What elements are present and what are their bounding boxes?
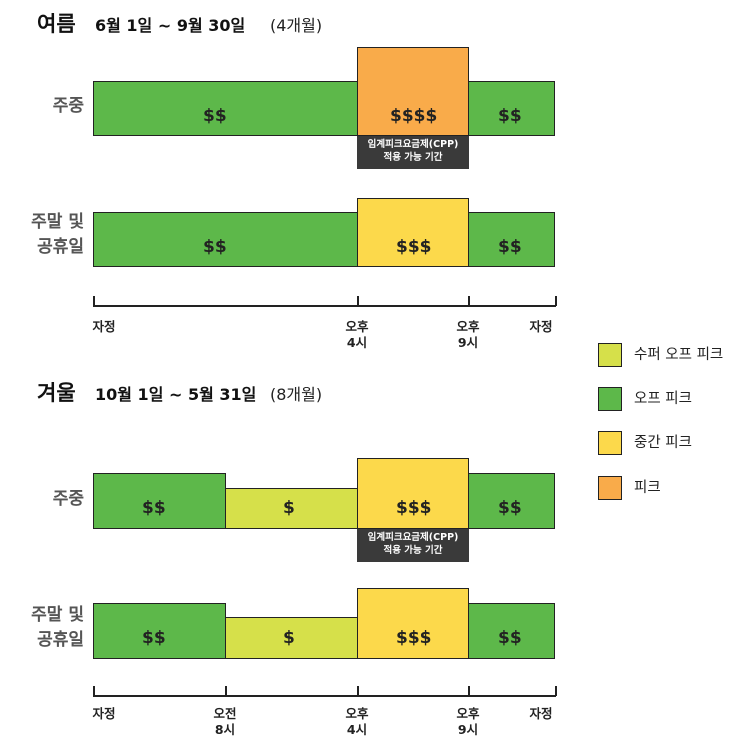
winter-axis-label-midnight-end: 자정 bbox=[511, 706, 571, 722]
winter-axis-label-8am: 오전 8시 bbox=[195, 706, 255, 738]
summer-time-axis bbox=[93, 305, 556, 307]
winter-axis-label-9pm-line-2: 9시 bbox=[457, 722, 479, 737]
summer-weekend-midpeak bbox=[357, 198, 469, 267]
summer-weekday-offpeak-morning bbox=[93, 81, 358, 136]
summer-duration: (4개월) bbox=[270, 16, 323, 35]
winter-weekend-midpeak bbox=[357, 588, 469, 659]
summer-axis-label-4pm-line-2: 4시 bbox=[346, 335, 368, 350]
legend-label-mid-peak: 중간 피크 bbox=[634, 435, 692, 451]
legend-label-off-peak: 오프 피크 bbox=[634, 391, 692, 407]
winter-weekday-superoffpeak bbox=[225, 488, 358, 529]
summer-weekend-offpeak-evening bbox=[468, 212, 555, 267]
summer-cpp-line-1: 임계피크요금제(CPP) bbox=[367, 139, 459, 150]
summer-axis-label-9pm-line-1: 오후 bbox=[456, 319, 480, 334]
summer-weekend-offpeak-morning bbox=[93, 212, 358, 267]
winter-weekday-price-4: $$ bbox=[498, 498, 522, 518]
summer-axis-label-midnight-end-line: 자정 bbox=[529, 319, 553, 334]
winter-cpp-line-2: 적용 가능 기간 bbox=[383, 545, 443, 556]
summer-weekday-price-1: $$ bbox=[203, 106, 227, 126]
winter-weekend-price-1: $$ bbox=[142, 628, 166, 648]
winter-axis-label-midnight-start: 자정 bbox=[74, 706, 134, 722]
winter-weekday-label: 주중 bbox=[52, 489, 84, 509]
summer-weekday-price-2: $$$$ bbox=[390, 106, 438, 126]
summer-tick-9pm bbox=[468, 296, 470, 306]
winter-tick-midnight-end bbox=[555, 686, 557, 696]
winter-axis-label-midnight-start-line: 자정 bbox=[92, 706, 116, 721]
winter-duration: (8개월) bbox=[270, 385, 323, 404]
summer-cpp-line-2: 적용 가능 기간 bbox=[383, 152, 443, 163]
summer-tick-midnight-end bbox=[555, 296, 557, 306]
winter-axis-label-4pm-line-2: 4시 bbox=[346, 722, 368, 737]
winter-axis-label-9pm-line-1: 오후 bbox=[456, 706, 480, 721]
legend-swatch-mid-peak bbox=[598, 431, 622, 455]
summer-weekend-price-1: $$ bbox=[203, 237, 227, 257]
summer-axis-label-9pm-line-2: 9시 bbox=[457, 335, 479, 350]
winter-weekend-label-line-2: 공휴일 bbox=[37, 630, 84, 650]
summer-tick-midnight-start bbox=[93, 296, 95, 306]
summer-weekend-price-2: $$$ bbox=[396, 237, 432, 257]
winter-cpp-label: 임계피크요금제(CPP) 적용 가능 기간 bbox=[357, 529, 469, 562]
legend-swatch-super-off-peak bbox=[598, 343, 622, 367]
summer-weekday-price-3: $$ bbox=[498, 106, 522, 126]
winter-tick-9pm bbox=[468, 686, 470, 696]
winter-axis-label-9pm: 오후 9시 bbox=[438, 706, 498, 738]
winter-weekday-midpeak bbox=[357, 458, 469, 529]
winter-weekday-offpeak-evening bbox=[468, 473, 555, 529]
legend-label-peak: 피크 bbox=[634, 480, 661, 496]
summer-axis-label-midnight-start-line: 자정 bbox=[92, 319, 116, 334]
winter-axis-label-8am-line-1: 오전 bbox=[213, 706, 237, 721]
winter-title: 겨울 bbox=[37, 381, 76, 405]
legend-label-super-off-peak: 수퍼 오프 피크 bbox=[634, 347, 724, 363]
summer-axis-label-midnight-end: 자정 bbox=[511, 319, 571, 335]
summer-date-range: 6월 1일 ~ 9월 30일 bbox=[95, 16, 246, 35]
summer-weekday-peak bbox=[357, 47, 469, 136]
winter-weekday-price-2: $ bbox=[283, 498, 295, 518]
winter-weekday-offpeak-early bbox=[93, 473, 226, 529]
winter-tick-4pm bbox=[357, 686, 359, 696]
legend-swatch-peak bbox=[598, 476, 622, 500]
summer-axis-label-9pm: 오후 9시 bbox=[438, 319, 498, 351]
winter-axis-label-8am-line-2: 8시 bbox=[214, 722, 236, 737]
summer-tick-4pm bbox=[357, 296, 359, 306]
winter-weekend-price-2: $ bbox=[283, 628, 295, 648]
summer-title: 여름 bbox=[37, 12, 76, 36]
summer-axis-label-4pm: 오후 4시 bbox=[327, 319, 387, 351]
winter-cpp-line-1: 임계피크요금제(CPP) bbox=[367, 532, 459, 543]
summer-weekend-price-3: $$ bbox=[498, 237, 522, 257]
winter-weekend-label-line-1: 주말 및 bbox=[31, 605, 84, 625]
summer-weekend-label-line-1: 주말 및 bbox=[31, 212, 84, 232]
summer-cpp-label: 임계피크요금제(CPP) 적용 가능 기간 bbox=[357, 136, 469, 169]
summer-weekend-label-line-2: 공휴일 bbox=[37, 237, 84, 257]
legend-swatch-off-peak bbox=[598, 387, 622, 411]
winter-axis-label-4pm-line-1: 오후 bbox=[345, 706, 369, 721]
winter-date-range: 10월 1일 ~ 5월 31일 bbox=[95, 385, 257, 404]
summer-weekday-label: 주중 bbox=[52, 96, 84, 116]
winter-axis-label-4pm: 오후 4시 bbox=[327, 706, 387, 738]
winter-weekend-price-3: $$$ bbox=[396, 628, 432, 648]
winter-weekend-label: 주말 및 공휴일 bbox=[0, 603, 84, 653]
winter-weekend-price-4: $$ bbox=[498, 628, 522, 648]
summer-axis-label-midnight-start: 자정 bbox=[74, 319, 134, 335]
winter-axis-label-midnight-end-line: 자정 bbox=[529, 706, 553, 721]
summer-weekday-offpeak-evening bbox=[468, 81, 555, 136]
summer-weekend-label: 주말 및 공휴일 bbox=[0, 210, 84, 260]
winter-weekday-price-3: $$$ bbox=[396, 498, 432, 518]
winter-tick-midnight-start bbox=[93, 686, 95, 696]
summer-axis-label-4pm-line-1: 오후 bbox=[345, 319, 369, 334]
winter-time-axis bbox=[93, 695, 556, 697]
winter-weekend-offpeak-evening bbox=[468, 603, 555, 659]
winter-weekend-offpeak-early bbox=[93, 603, 226, 659]
winter-weekday-price-1: $$ bbox=[142, 498, 166, 518]
winter-tick-8am bbox=[225, 686, 227, 696]
